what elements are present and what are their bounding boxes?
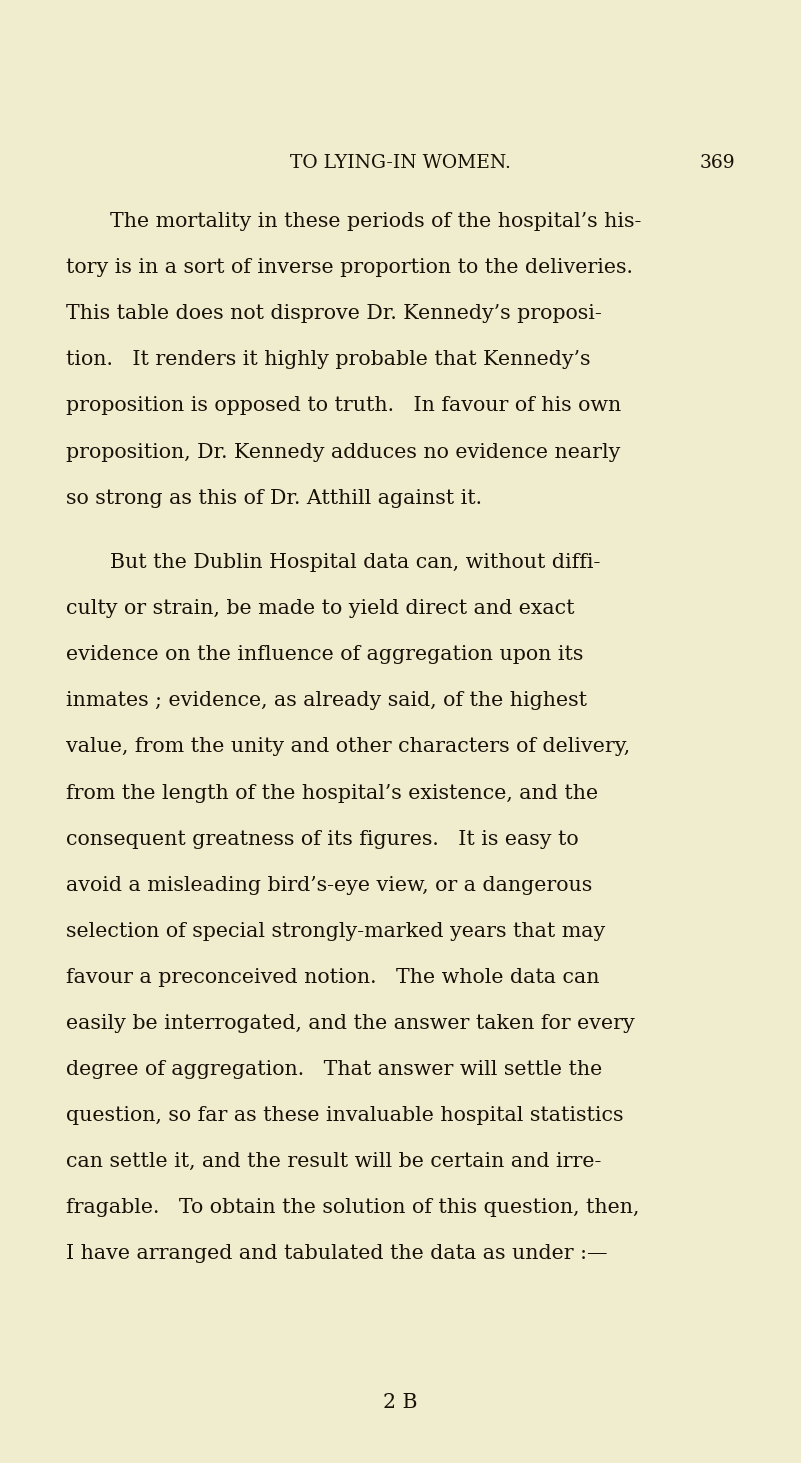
- Text: so strong as this of Dr. Atthill against it.: so strong as this of Dr. Atthill against…: [66, 489, 481, 508]
- Text: inmates ; evidence, as already said, of the highest: inmates ; evidence, as already said, of …: [66, 692, 586, 711]
- Text: culty or strain, be made to yield direct and exact: culty or strain, be made to yield direct…: [66, 600, 574, 619]
- Text: This table does not disprove Dr. Kennedy’s proposi-: This table does not disprove Dr. Kennedy…: [66, 304, 602, 323]
- Text: fragable.   To obtain the solution of this question, then,: fragable. To obtain the solution of this…: [66, 1198, 639, 1217]
- Text: degree of aggregation.   That answer will settle the: degree of aggregation. That answer will …: [66, 1061, 602, 1080]
- Text: 369: 369: [700, 154, 735, 171]
- Text: avoid a misleading bird’s-eye view, or a dangerous: avoid a misleading bird’s-eye view, or a…: [66, 876, 592, 895]
- Text: proposition, Dr. Kennedy adduces no evidence nearly: proposition, Dr. Kennedy adduces no evid…: [66, 442, 620, 461]
- Text: 2 B: 2 B: [383, 1393, 418, 1412]
- Text: evidence on the influence of aggregation upon its: evidence on the influence of aggregation…: [66, 645, 583, 664]
- Text: tion.   It renders it highly probable that Kennedy’s: tion. It renders it highly probable that…: [66, 350, 590, 369]
- Text: selection of special strongly-marked years that may: selection of special strongly-marked yea…: [66, 922, 605, 941]
- Text: proposition is opposed to truth.   In favour of his own: proposition is opposed to truth. In favo…: [66, 396, 621, 415]
- Text: The mortality in these periods of the hospital’s his-: The mortality in these periods of the ho…: [110, 212, 641, 231]
- Text: can settle it, and the result will be certain and irre-: can settle it, and the result will be ce…: [66, 1153, 601, 1172]
- Text: value, from the unity and other characters of delivery,: value, from the unity and other characte…: [66, 737, 630, 756]
- Text: consequent greatness of its figures.   It is easy to: consequent greatness of its figures. It …: [66, 830, 578, 849]
- Text: But the Dublin Hospital data can, without diffi-: But the Dublin Hospital data can, withou…: [110, 553, 600, 572]
- Text: I have arranged and tabulated the data as under :—: I have arranged and tabulated the data a…: [66, 1245, 607, 1264]
- Text: favour a preconceived notion.   The whole data can: favour a preconceived notion. The whole …: [66, 969, 599, 988]
- Text: easily be interrogated, and the answer taken for every: easily be interrogated, and the answer t…: [66, 1014, 634, 1033]
- Text: from the length of the hospital’s existence, and the: from the length of the hospital’s existe…: [66, 784, 598, 803]
- Text: tory is in a sort of inverse proportion to the deliveries.: tory is in a sort of inverse proportion …: [66, 257, 633, 277]
- Text: question, so far as these invaluable hospital statistics: question, so far as these invaluable hos…: [66, 1106, 623, 1125]
- Text: TO LYING-IN WOMEN.: TO LYING-IN WOMEN.: [290, 154, 511, 171]
